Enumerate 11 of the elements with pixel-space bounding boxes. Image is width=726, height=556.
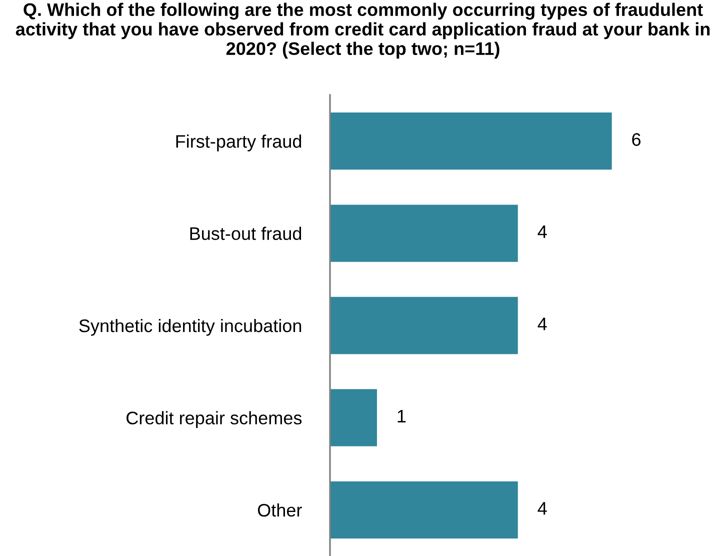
data-label: 4 bbox=[538, 502, 547, 515]
y-tick-label: Synthetic identity incubation bbox=[79, 318, 302, 336]
y-tick-label: First-party fraud bbox=[176, 134, 302, 152]
data-label: 4 bbox=[538, 226, 547, 238]
y-tick-label: Other bbox=[258, 503, 302, 517]
y-tick-label: Credit repair schemes bbox=[126, 411, 302, 428]
y-tick-label: Bust-out fraud bbox=[190, 226, 302, 240]
data-label: 4 bbox=[538, 318, 547, 330]
data-label: 6 bbox=[632, 133, 641, 146]
data-label: 1 bbox=[398, 410, 406, 422]
chart-title: Q. Which of the following are the most commonly occurring types of fraudulent activity that you have observed from credit card application fraud at your bank in 2020? (Select the top two; n=11) bbox=[16, 2, 710, 59]
